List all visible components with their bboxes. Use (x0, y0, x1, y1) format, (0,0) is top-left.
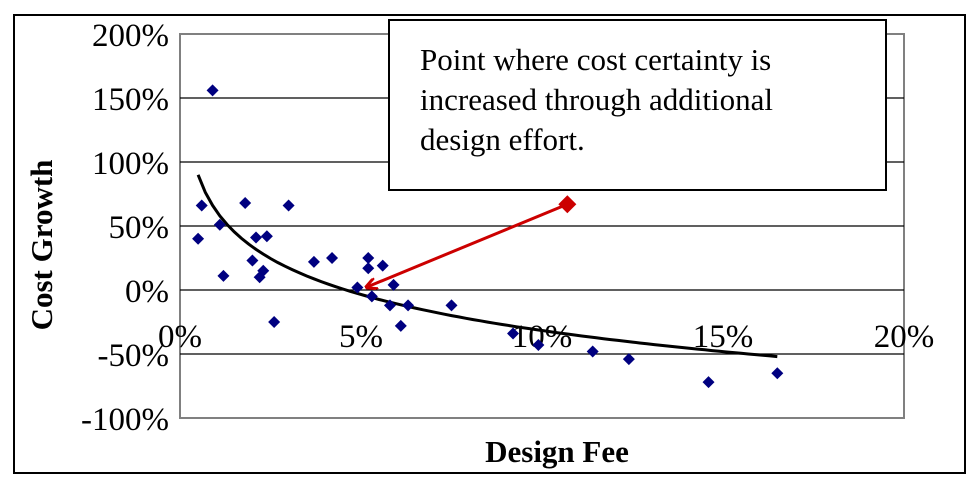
y-axis-title: Cost Growth (24, 160, 59, 331)
annotation-text-line: increased through additional (420, 82, 773, 117)
data-point (394, 319, 407, 332)
data-point (195, 199, 208, 212)
y-tick-label: 150% (92, 82, 169, 118)
data-point (246, 254, 259, 267)
annotation-text-line: design effort. (420, 122, 585, 157)
highlight-point (558, 195, 577, 214)
data-point (376, 259, 389, 272)
y-tick-label: -100% (81, 402, 169, 438)
data-point (250, 231, 263, 244)
y-axis-ticks: 200% 150% 100% 50% 0% -50% -100% (81, 18, 169, 438)
data-point (192, 232, 205, 245)
data-point (260, 230, 273, 243)
x-tick-label: 0% (158, 319, 202, 355)
x-axis-title: Design Fee (485, 434, 629, 469)
data-point (771, 367, 784, 380)
data-points (192, 84, 784, 389)
data-point (702, 376, 715, 389)
data-point (268, 316, 281, 328)
y-tick-label: 50% (109, 210, 170, 246)
data-point (387, 278, 400, 291)
trendline (196, 174, 778, 359)
annotation-arrow (367, 202, 568, 287)
y-tick-label: 100% (92, 146, 169, 182)
data-point (586, 345, 599, 358)
data-point (532, 339, 545, 352)
data-point (383, 299, 396, 312)
data-point (206, 84, 219, 97)
data-point (445, 299, 458, 312)
y-tick-label: 0% (125, 274, 169, 310)
x-tick-label: 5% (339, 319, 383, 355)
data-point (402, 299, 415, 312)
data-point (362, 262, 375, 275)
x-tick-label: 10% (512, 319, 573, 355)
x-tick-label: 20% (874, 319, 935, 355)
data-point (213, 218, 226, 231)
data-point (257, 264, 270, 277)
x-axis-ticks: 0% 5% 10% 15% 20% (158, 319, 934, 355)
y-tick-label: -50% (98, 338, 169, 374)
data-point (362, 252, 375, 264)
data-point (307, 255, 320, 268)
annotation-text-line: Point where cost certainty is (420, 42, 771, 77)
data-point (351, 281, 364, 294)
data-point (622, 353, 635, 366)
trendline-group (196, 174, 778, 359)
data-point (282, 199, 295, 212)
annotation-group: Point where cost certainty is increased t… (367, 19, 887, 287)
data-point (507, 327, 520, 340)
data-point (217, 269, 230, 282)
y-tick-label: 200% (92, 18, 169, 54)
data-point (239, 196, 252, 209)
annotation-box (388, 19, 887, 191)
data-point (326, 252, 339, 264)
data-point (365, 290, 378, 303)
